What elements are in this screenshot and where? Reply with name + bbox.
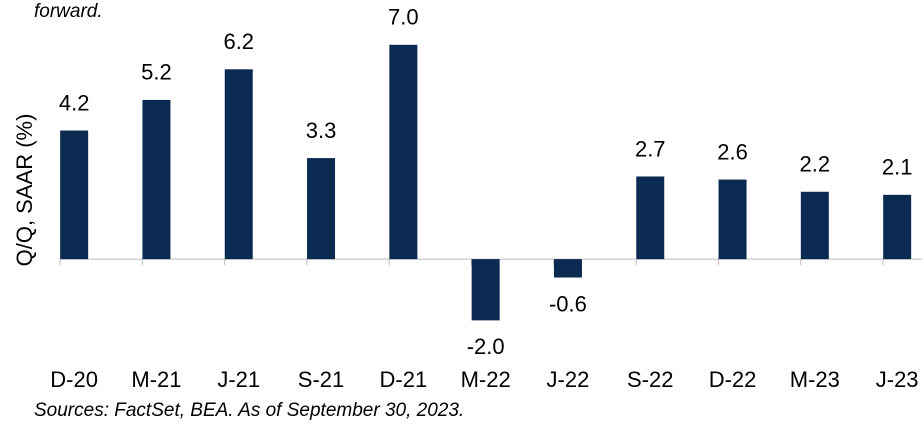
value-label: -0.6	[549, 291, 587, 316]
bar	[307, 158, 336, 260]
x-tick-label: S-21	[298, 367, 344, 392]
value-label: 6.2	[223, 29, 254, 54]
x-tick-label: M-21	[131, 367, 181, 392]
bar	[553, 259, 582, 278]
x-tick-label: D-21	[380, 367, 428, 392]
value-label: 4.2	[59, 90, 90, 115]
value-label: 2.2	[800, 152, 831, 177]
value-label: 7.0	[388, 5, 419, 30]
bar	[224, 69, 253, 260]
x-tick-label: D-22	[709, 367, 757, 392]
bar	[718, 179, 747, 260]
bar	[60, 130, 89, 260]
value-label: 2.6	[717, 139, 748, 164]
x-tick-label: M-23	[790, 367, 840, 392]
top-note: forward.	[34, 1, 103, 22]
value-label: 2.1	[882, 155, 913, 180]
value-label: -2.0	[467, 334, 505, 359]
bar	[636, 176, 665, 260]
x-tick-label: D-20	[50, 367, 98, 392]
value-label: 5.2	[141, 60, 172, 85]
value-label: 2.7	[635, 136, 666, 161]
bar	[800, 191, 829, 260]
value-label: 3.3	[306, 118, 337, 143]
x-tick-label: S-22	[627, 367, 673, 392]
bar	[142, 99, 171, 260]
source-note: Sources: FactSet, BEA. As of September 3…	[34, 400, 464, 421]
x-tick-label: J-23	[876, 367, 919, 392]
x-tick-label: M-22	[461, 367, 511, 392]
y-axis-label: Q/Q, SAAR (%)	[12, 114, 37, 267]
x-tick-label: J-22	[547, 367, 590, 392]
bar	[389, 44, 418, 260]
x-tick-label: J-21	[217, 367, 260, 392]
bar	[883, 194, 912, 260]
bar	[471, 259, 500, 321]
